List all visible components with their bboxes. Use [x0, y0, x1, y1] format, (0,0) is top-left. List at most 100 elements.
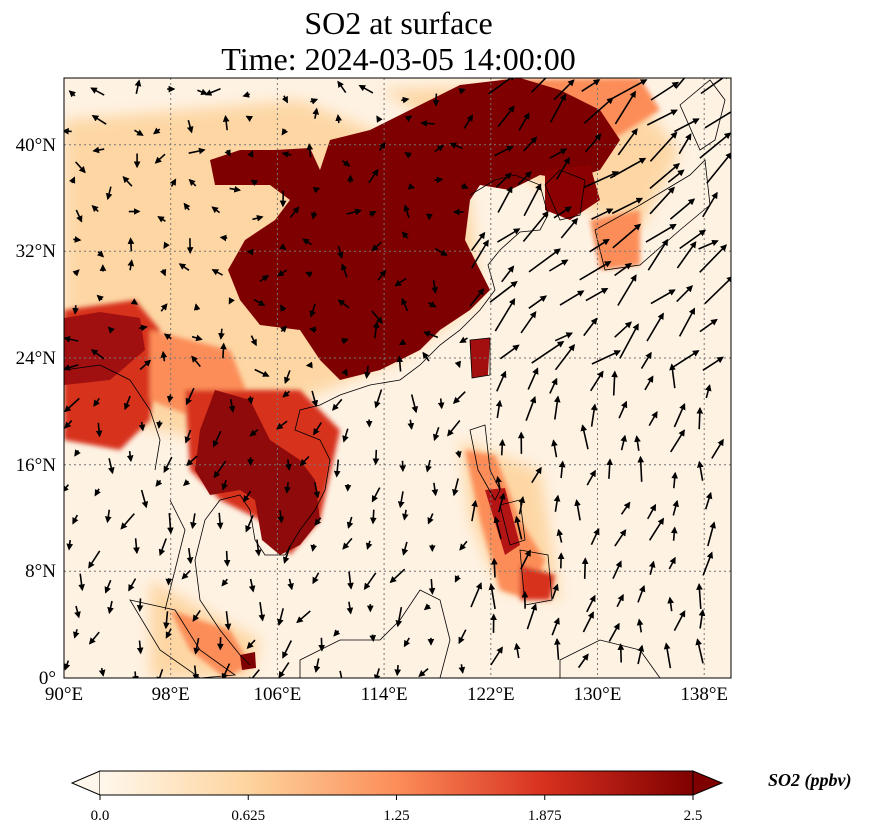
wind-vector [470, 231, 486, 251]
map-frame [63, 77, 732, 679]
wind-vector [499, 344, 520, 360]
wind-vector [517, 171, 532, 186]
wind-vector [282, 546, 291, 564]
wind-vector [617, 128, 638, 156]
wind-vector [403, 204, 410, 218]
wind-vector [314, 517, 322, 526]
wind-vector [296, 610, 311, 624]
wind-vector [74, 449, 81, 457]
wind-vector [461, 182, 469, 189]
wind-vector [191, 355, 201, 368]
wind-vector [648, 560, 656, 575]
wind-vector [188, 147, 206, 155]
wind-vector [242, 91, 250, 98]
wind-vector [221, 663, 231, 678]
wind-vector [704, 110, 731, 129]
wind-vector [140, 489, 149, 509]
wind-vector [549, 377, 558, 394]
wind-vector [277, 510, 285, 524]
wind-vector [702, 356, 724, 371]
wind-vector [246, 639, 256, 649]
wind-vector [704, 384, 712, 399]
wind-vector [190, 513, 197, 530]
wind-vector [551, 439, 558, 458]
wind-vector [548, 259, 569, 272]
wind-vector [281, 128, 289, 136]
wind-vector [614, 321, 632, 338]
wind-vector [611, 370, 618, 396]
wind-vector [495, 399, 503, 419]
wind-vector [589, 238, 610, 253]
wind-vector [91, 204, 99, 213]
colorbar-tick-label: 1.875 [528, 808, 562, 824]
wind-vector [649, 186, 675, 215]
wind-vector [160, 303, 168, 312]
wind-vector [90, 87, 105, 96]
wind-vector [434, 176, 444, 184]
wind-vector [518, 112, 530, 131]
wind-vector [346, 208, 362, 216]
wind-vector [706, 151, 731, 184]
wind-vector [530, 78, 553, 94]
wind-vector [66, 540, 74, 551]
wind-vector [702, 551, 714, 576]
wind-vector [458, 87, 466, 95]
wind-vector [407, 419, 415, 430]
wind-vector [223, 550, 231, 567]
lat-tick-label: 16°N [16, 455, 57, 476]
wind-vector [186, 119, 194, 134]
wind-vector [452, 478, 459, 497]
colorbar-tick-label: 1.25 [383, 808, 409, 824]
wind-vector [218, 328, 225, 340]
wind-vector [156, 669, 164, 678]
wind-vector [513, 642, 521, 659]
wind-vector [312, 572, 320, 585]
wind-vector [64, 660, 71, 671]
wind-vector [104, 579, 112, 594]
wind-vector [166, 394, 174, 403]
wind-vector [185, 387, 195, 406]
wind-vector [646, 109, 678, 126]
wind-vector [249, 428, 259, 437]
wind-vector [282, 640, 293, 659]
lon-tick-label: 114°E [361, 684, 408, 705]
wind-vector [91, 114, 107, 125]
wind-vector [220, 342, 227, 359]
wind-vector [243, 490, 252, 503]
wind-vector [590, 527, 600, 546]
so2-field [64, 78, 680, 678]
wind-vector [696, 583, 703, 609]
wind-vector [609, 157, 647, 179]
wind-vector [553, 206, 572, 219]
wind-vector [647, 238, 669, 271]
wind-vector [611, 79, 648, 100]
wind-vector [410, 394, 419, 414]
wind-vector [160, 350, 168, 362]
wind-vector [494, 145, 514, 157]
wind-vector [498, 438, 506, 456]
wind-vector [531, 466, 542, 484]
wind-vector [583, 171, 620, 189]
wind-vector [586, 469, 596, 486]
wind-vector [614, 262, 632, 277]
wind-vector [211, 206, 221, 214]
colorbar-extend-min [70, 770, 101, 796]
wind-vector [312, 107, 320, 119]
wind-vector [646, 312, 664, 342]
wind-vector [501, 265, 515, 283]
wind-vector [64, 364, 79, 371]
wind-vector [432, 93, 440, 107]
wind-vector [337, 245, 344, 259]
wind-vector [616, 593, 624, 608]
wind-vector [185, 455, 198, 466]
wind-vector [394, 277, 407, 287]
wind-vector [371, 487, 381, 503]
wind-vector [431, 280, 439, 294]
wind-vector [679, 229, 707, 250]
wind-vector [371, 241, 382, 252]
wind-vector [495, 172, 512, 188]
wind-vector [396, 355, 404, 372]
wind-vector [696, 406, 704, 430]
colorbar-extend-max [692, 770, 724, 796]
wind-vector [306, 143, 314, 158]
